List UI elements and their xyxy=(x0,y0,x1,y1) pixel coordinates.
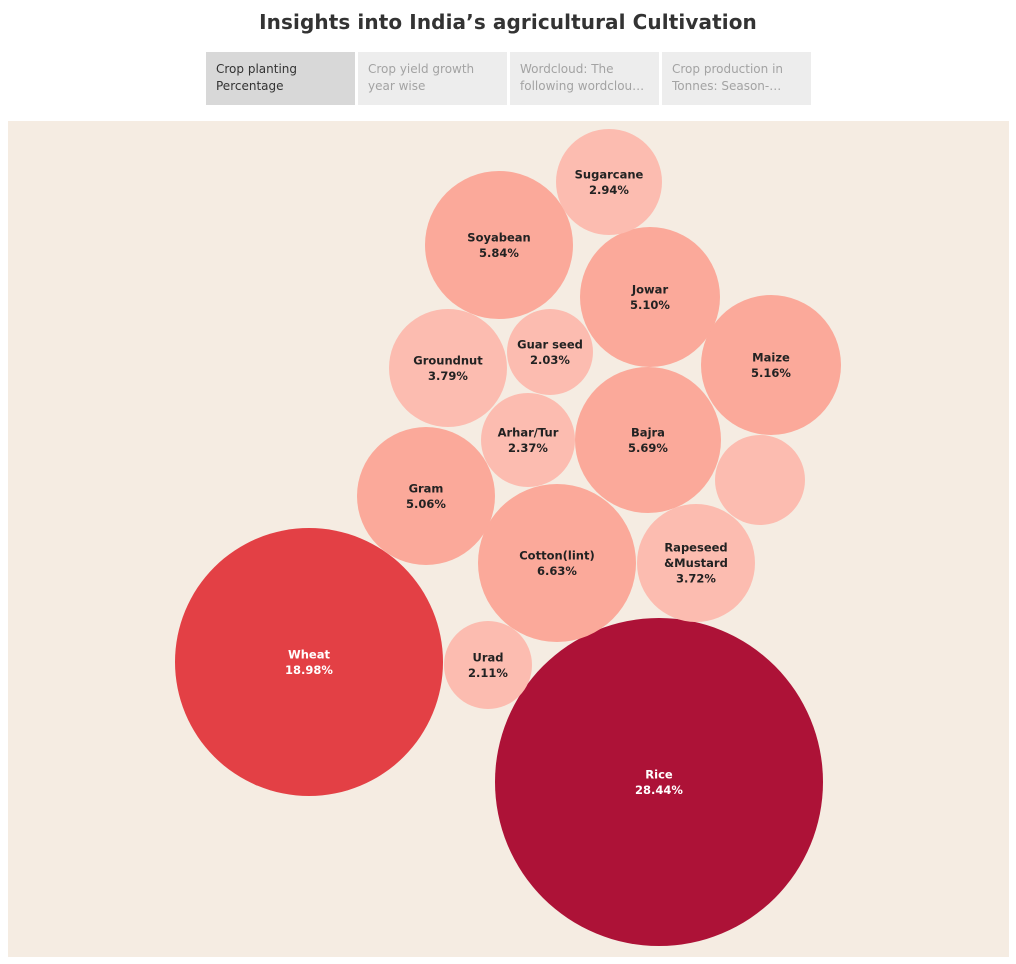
bubble-name: Maize xyxy=(752,350,790,364)
bubble-value: 5.06% xyxy=(406,497,446,511)
tab-label: Wordcloud: The following wordcloud .. xyxy=(520,62,640,93)
bubble-value: 3.79% xyxy=(428,369,468,383)
bubble-sugarcane[interactable] xyxy=(556,129,662,235)
bubble-label-soyabean: Soyabean 5.84% xyxy=(467,230,530,260)
bubble-value: 2.37% xyxy=(508,441,548,455)
tab-crop-production[interactable]: Crop production in Tonnes: Season-poro.. xyxy=(662,52,811,105)
bubble-value: 6.63% xyxy=(537,564,577,578)
bubble-name: Soyabean xyxy=(467,230,530,244)
bubble-name: Groundnut xyxy=(413,353,483,367)
bubble-name: Jowar xyxy=(631,282,669,296)
bubble-name: Cotton(lint) xyxy=(519,548,595,562)
bubble-name: Rice xyxy=(645,767,673,781)
bubble-rice[interactable] xyxy=(495,618,823,946)
bubble-value: 2.11% xyxy=(468,666,508,680)
bubble-name: Rapeseed xyxy=(664,541,727,555)
tab-crop-yield-growth[interactable]: Crop yield growth year wise xyxy=(358,52,507,105)
bubble-label-jowar: Jowar 5.10% xyxy=(630,282,670,312)
bubble-chart-area: Rice 28.44% Wheat 18.98% Cotton(lint) 6.63% So… xyxy=(8,121,1009,957)
bubble-name: Guar seed xyxy=(517,337,583,351)
bubble-label-bajra: Bajra 5.69% xyxy=(628,425,668,455)
bubble-value: 5.69% xyxy=(628,441,668,455)
bubble-maize[interactable] xyxy=(701,295,841,435)
tab-crop-planting-percentage[interactable]: Crop planting Percentage xyxy=(206,52,355,105)
bubble-value: 5.84% xyxy=(479,246,519,260)
bubble-name: Wheat xyxy=(288,647,330,661)
tab-label: Crop planting Percentage xyxy=(216,62,297,93)
bubble-name: Bajra xyxy=(631,425,665,439)
bubble-name: Urad xyxy=(472,650,503,664)
tab-label: Crop production in Tonnes: Season-poro.. xyxy=(672,62,784,93)
bubble-value: 28.44% xyxy=(635,783,683,797)
bubble-gram[interactable] xyxy=(357,427,495,565)
bubble-value: 2.03% xyxy=(530,353,570,367)
bubble-label-wheat: Wheat 18.98% xyxy=(285,647,333,677)
tab-label: Crop yield growth year wise xyxy=(368,62,475,93)
bubble-label-groundnut: Groundnut 3.79% xyxy=(413,353,483,383)
bubble-soyabean[interactable] xyxy=(425,171,573,319)
bubble-value: 3.72% xyxy=(676,572,716,586)
bubble-wheat[interactable] xyxy=(175,528,443,796)
bubble-guar-seed[interactable] xyxy=(507,309,593,395)
bubble-label-rice: Rice 28.44% xyxy=(635,767,683,797)
bubble-jowar[interactable] xyxy=(580,227,720,367)
bubble-chart: Rice 28.44% Wheat 18.98% Cotton(lint) 6.63% So… xyxy=(175,129,841,946)
bubble-name: Sugarcane xyxy=(575,167,644,181)
bubble-value: 5.16% xyxy=(751,366,791,380)
bubble-label-urad: Urad 2.11% xyxy=(468,650,508,680)
bubble-name: Gram xyxy=(409,481,444,495)
bubble-label-arhar-tur: Arhar/Tur 2.37% xyxy=(498,425,559,455)
bubble-value: 2.94% xyxy=(589,183,629,197)
bubble-label-cotton-lint: Cotton(lint) 6.63% xyxy=(519,548,595,578)
story-tabs: Crop planting Percentage Crop yield grow… xyxy=(206,52,814,105)
bubble-name: Arhar/Tur xyxy=(498,425,559,439)
bubble-unlabeled[interactable] xyxy=(715,435,805,525)
tab-wordcloud[interactable]: Wordcloud: The following wordcloud .. xyxy=(510,52,659,105)
bubble-label-gram: Gram 5.06% xyxy=(406,481,446,511)
bubble-name: &Mustard xyxy=(664,556,728,570)
page-title: Insights into India’s agricultural Culti… xyxy=(259,10,757,34)
bubble-label-sugarcane: Sugarcane 2.94% xyxy=(575,167,644,197)
bubble-label-maize: Maize 5.16% xyxy=(751,350,791,380)
bubble-cotton-lint[interactable] xyxy=(478,484,636,642)
bubble-bajra[interactable] xyxy=(575,367,721,513)
bubble-value: 18.98% xyxy=(285,663,333,677)
bubble-label-rapeseed-mustard: Rapeseed &Mustard 3.72% xyxy=(664,541,728,586)
bubble-label-guar-seed: Guar seed 2.03% xyxy=(517,337,583,367)
bubble-rapeseed-mustard[interactable] xyxy=(637,504,755,622)
bubble-groundnut[interactable] xyxy=(389,309,507,427)
bubble-urad[interactable] xyxy=(444,621,532,709)
bubble-value: 5.10% xyxy=(630,298,670,312)
bubble-arhar-tur[interactable] xyxy=(481,393,575,487)
